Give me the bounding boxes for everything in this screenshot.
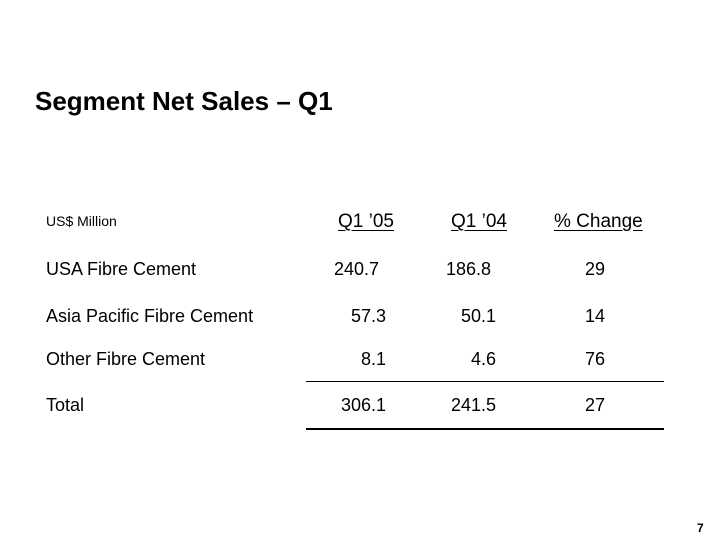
- column-header-percent-change: % Change: [554, 211, 643, 232]
- slide-title: Segment Net Sales – Q1: [35, 86, 333, 116]
- cell-q1-04: 4.6: [470, 349, 496, 369]
- cell-q1-05: 240.7: [334, 259, 380, 279]
- column-header-q1-04: Q1 ’04: [451, 211, 507, 232]
- row-label-usa-fibre-cement: USA Fibre Cement: [46, 259, 197, 279]
- row-label-other-fibre-cement: Other Fibre Cement: [46, 349, 206, 369]
- cell-percent-change: 14: [584, 306, 605, 326]
- cell-q1-04: 50.1: [460, 306, 496, 326]
- page-number: 7: [697, 521, 704, 535]
- row-label-total: Total: [46, 395, 85, 415]
- units-label: US$ Million: [46, 213, 117, 229]
- cell-q1-04: 241.5: [450, 395, 496, 415]
- column-header-q1-05: Q1 ’05: [338, 211, 394, 232]
- cell-q1-05: 306.1: [340, 395, 386, 415]
- cell-q1-05: 57.3: [350, 306, 386, 326]
- cell-percent-change: 76: [584, 349, 605, 369]
- total-rule: [306, 428, 664, 430]
- cell-percent-change: 27: [584, 395, 605, 415]
- cell-q1-05: 8.1: [360, 349, 386, 369]
- subtotal-rule: [306, 381, 664, 382]
- cell-q1-04: 186.8: [446, 259, 492, 279]
- row-label-asia-pacific-fibre-cement: Asia Pacific Fibre Cement: [46, 306, 254, 326]
- cell-percent-change: 29: [584, 259, 605, 279]
